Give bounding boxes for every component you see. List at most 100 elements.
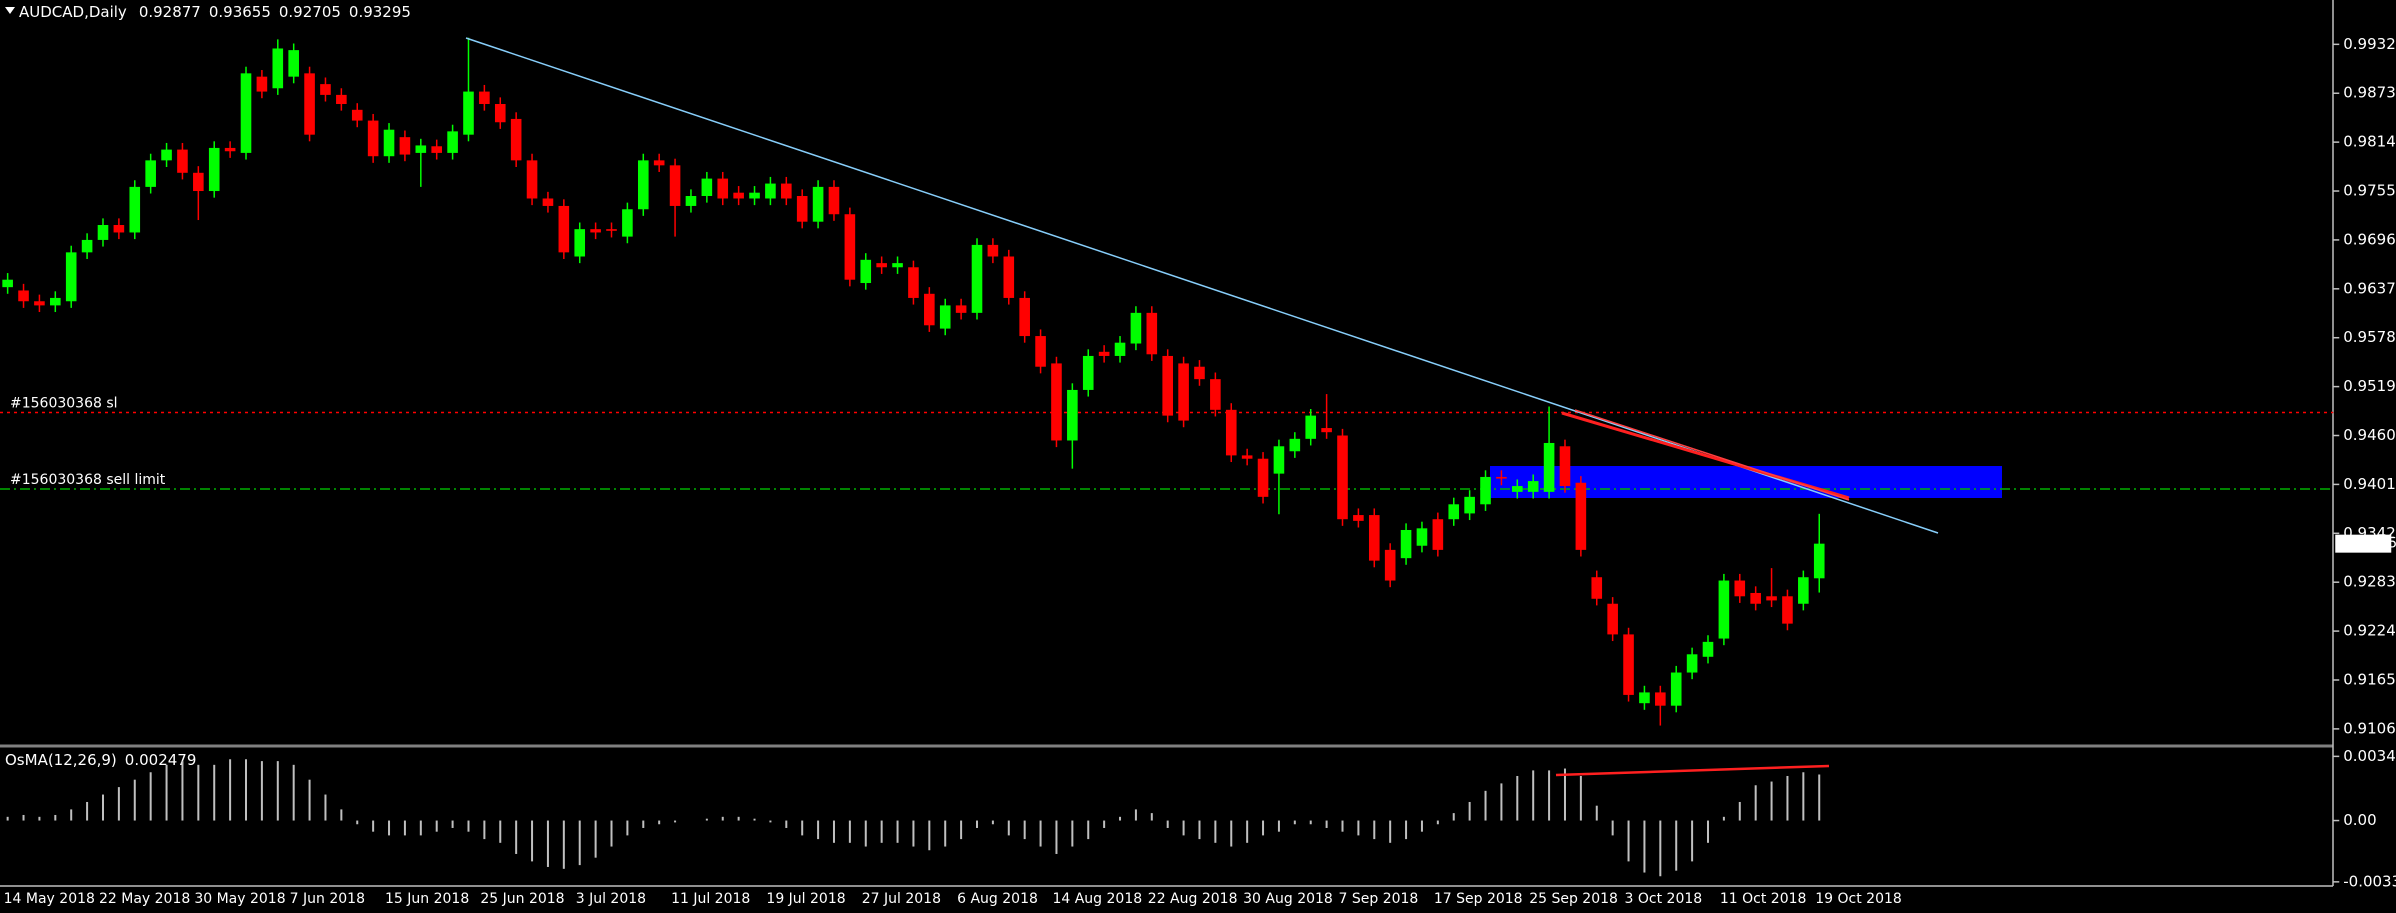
osma-name: OsMA(12,26,9)	[5, 751, 117, 769]
candle-body	[574, 229, 586, 257]
candle-body	[1067, 389, 1078, 441]
candle-body	[1225, 409, 1237, 456]
candle-body	[177, 149, 188, 173]
x-tick-label: 19 Oct 2018	[1815, 891, 1902, 907]
candle-body	[1289, 438, 1301, 452]
candle-body	[1750, 592, 1761, 604]
candle-body	[1655, 692, 1666, 706]
low-value: 0.92705	[279, 3, 341, 21]
candle-body	[781, 183, 792, 199]
x-tick-label: 6 Aug 2018	[957, 891, 1038, 907]
candle-body	[34, 301, 45, 306]
candle-body	[510, 118, 522, 161]
candle-body	[240, 73, 252, 153]
candle-body	[1559, 446, 1571, 487]
candle-body	[1464, 496, 1475, 514]
candle-body	[1210, 379, 1221, 410]
candle-body	[828, 186, 840, 215]
candle-body	[1273, 446, 1285, 474]
candle-body	[1686, 654, 1698, 673]
candle-body	[526, 160, 538, 199]
candle-body	[50, 297, 61, 306]
candle-body	[876, 263, 887, 268]
candle-body	[765, 183, 776, 199]
candle-body	[18, 290, 29, 302]
x-tick-label: 15 Jun 2018	[385, 891, 469, 907]
candle-body	[749, 192, 760, 199]
candle-body	[1098, 351, 1110, 356]
candle-body	[1162, 355, 1173, 416]
candle-body	[399, 137, 411, 155]
x-tick-label: 11 Oct 2018	[1720, 891, 1807, 907]
candle-body	[1400, 529, 1412, 559]
high-value: 0.93655	[209, 3, 271, 21]
candle-body	[1051, 363, 1062, 441]
candle-body	[1368, 515, 1380, 561]
symbol-title: AUDCAD,Daily	[19, 3, 127, 21]
candle-body	[1512, 486, 1523, 492]
level-label: #156030368 sl	[10, 396, 118, 412]
candle-body	[479, 91, 490, 105]
candle-body	[351, 109, 363, 121]
candle-body	[1305, 415, 1317, 439]
candle-body	[1194, 366, 1205, 380]
x-tick-label: 14 May 2018	[4, 891, 95, 907]
x-tick-label: 25 Sep 2018	[1529, 891, 1618, 907]
candle-body	[1003, 256, 1015, 298]
zone-rect	[1490, 466, 2002, 498]
y-tick-label: -0.003302	[2343, 872, 2396, 890]
candle-body	[939, 305, 951, 329]
candle-body	[129, 186, 141, 233]
candle-body	[1782, 596, 1793, 624]
candle-body	[367, 120, 379, 157]
candle-body	[637, 160, 649, 210]
candle-body	[1146, 312, 1158, 355]
candle-body	[1702, 641, 1714, 657]
candle-body	[1432, 519, 1444, 550]
candle-body	[971, 244, 983, 313]
candle-body	[2, 279, 13, 288]
candle-body	[1082, 355, 1094, 390]
y-tick-label: 0.003456	[2343, 747, 2396, 765]
candle-body	[1623, 634, 1634, 695]
candle-body	[1448, 504, 1460, 520]
y-tick-label: 0.00	[2343, 811, 2376, 829]
candle-body	[1734, 580, 1746, 597]
candle-body	[415, 145, 427, 153]
candle-body	[653, 160, 665, 166]
candle-body	[113, 225, 125, 233]
candle-body	[304, 73, 315, 135]
candle-body	[1527, 481, 1539, 492]
x-tick-label: 30 May 2018	[194, 891, 285, 907]
x-tick-label: 22 Aug 2018	[1148, 891, 1238, 907]
candle-body	[812, 186, 824, 222]
x-tick-label: 17 Sep 2018	[1434, 891, 1523, 907]
candle-body	[463, 91, 474, 135]
candle-body	[1019, 297, 1030, 337]
candle-body	[955, 305, 967, 313]
x-tick-label: 27 Jul 2018	[862, 891, 941, 907]
x-tick-label: 3 Jul 2018	[576, 891, 646, 907]
candle-body	[1591, 577, 1603, 599]
x-tick-label: 14 Aug 2018	[1052, 891, 1142, 907]
candle-body	[65, 252, 77, 302]
candle-body	[622, 209, 633, 237]
close-value: 0.93295	[349, 3, 411, 21]
price-tag-label: 0.93295	[2339, 536, 2396, 552]
price-tag	[2335, 534, 2392, 553]
osma-last: 0.002479	[125, 751, 197, 769]
candle-body	[1813, 543, 1825, 579]
x-tick-label: 30 Aug 2018	[1243, 891, 1333, 907]
trendline-red-2	[1574, 409, 1850, 501]
candle-body	[1575, 482, 1587, 550]
candle-body	[272, 48, 284, 89]
candle-body	[1321, 428, 1332, 433]
